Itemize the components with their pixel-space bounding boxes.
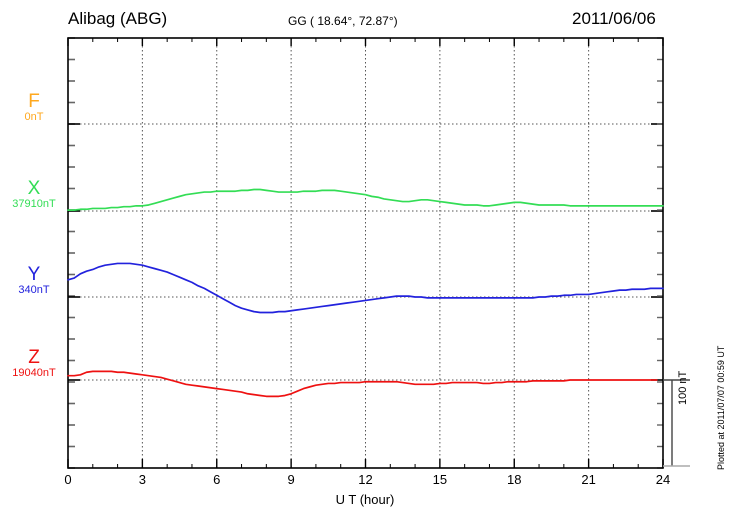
x-tick-label: 18 — [507, 472, 522, 487]
component-label-y: Y 340nT — [0, 265, 68, 297]
observation-date: 2011/06/06 — [572, 9, 656, 28]
component-baseline-f: 0nT — [24, 111, 44, 123]
x-tick-label: 12 — [358, 472, 373, 487]
component-label-x: X 37910nT — [0, 179, 68, 211]
trace-x — [67, 188, 664, 211]
component-baseline-z: 19040nT — [12, 367, 56, 379]
x-tick-label: 24 — [655, 472, 671, 487]
component-letter-y: Y — [27, 264, 41, 285]
component-baseline-x: 37910nT — [12, 198, 56, 210]
plot-frame — [67, 37, 664, 469]
trace-y — [67, 262, 664, 314]
x-axis-title: U T (hour) — [335, 492, 395, 507]
component-label-z: Z 19040nT — [0, 348, 68, 380]
component-letter-x: X — [27, 178, 41, 199]
station-name: Alibag (ABG) — [68, 9, 168, 28]
x-tick-label: 3 — [138, 472, 146, 487]
component-label-f: F 0nT — [0, 92, 68, 124]
x-tick-label: 6 — [213, 472, 221, 487]
x-tick-label: 15 — [432, 472, 448, 487]
trace-z — [67, 370, 658, 398]
plotted-at-timestamp: Plotted at 2011/07/07 00:59 UT — [716, 345, 726, 470]
x-tick-label: 0 — [64, 472, 72, 487]
scale-bar-label: 100 nT — [677, 370, 689, 405]
component-letter-f: F — [28, 91, 40, 112]
x-tick-label: 21 — [581, 472, 596, 487]
x-tick-label: 9 — [287, 472, 295, 487]
component-baseline-y: 340nT — [18, 284, 50, 296]
component-letter-z: Z — [28, 347, 40, 368]
geographic-coordinates: GG ( 18.64°, 72.87°) — [288, 14, 398, 28]
